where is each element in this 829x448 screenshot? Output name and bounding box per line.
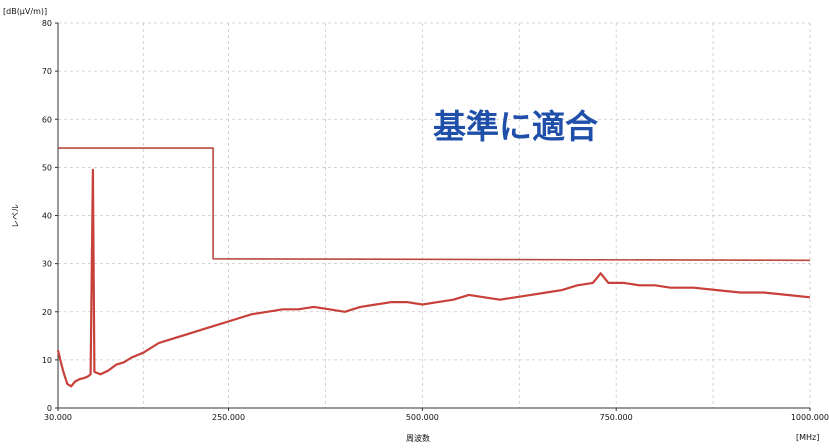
x-tick-label: 500.000 bbox=[406, 413, 439, 422]
y-tick-label: 10 bbox=[42, 356, 52, 365]
y-tick-labels: 0 10 20 30 40 50 60 70 80 bbox=[42, 19, 58, 413]
y-unit-label: [dB(μV/m)] bbox=[3, 7, 47, 16]
series-group bbox=[56, 147, 811, 388]
x-axis-title: 周波数 bbox=[406, 433, 430, 443]
limit-line bbox=[58, 147, 811, 262]
x-tick-label: 750.000 bbox=[600, 413, 633, 422]
y-tick-label: 50 bbox=[42, 163, 52, 172]
y-tick-label: 40 bbox=[42, 212, 52, 221]
measurement-line bbox=[56, 168, 811, 388]
plot-area bbox=[58, 23, 810, 408]
grid-lines bbox=[58, 22, 811, 408]
x-tick-label: 250.000 bbox=[212, 413, 245, 422]
y-tick-label: 0 bbox=[47, 404, 52, 413]
y-axis-title: レベル bbox=[11, 204, 20, 228]
compliance-annotation: 基準に適合 bbox=[433, 107, 598, 146]
y-tick-label: 20 bbox=[42, 308, 52, 317]
y-tick-label: 60 bbox=[42, 115, 52, 124]
x-tick-labels: 30.000 250.000 500.000 750.000 1000.000 bbox=[44, 408, 829, 422]
x-tick-label: 1000.000 bbox=[791, 413, 829, 422]
x-unit-label: [MHz] bbox=[796, 433, 819, 442]
y-tick-label: 30 bbox=[42, 260, 52, 269]
y-tick-label: 80 bbox=[42, 19, 52, 28]
y-tick-label: 70 bbox=[42, 67, 52, 76]
x-tick-label: 30.000 bbox=[44, 413, 72, 422]
